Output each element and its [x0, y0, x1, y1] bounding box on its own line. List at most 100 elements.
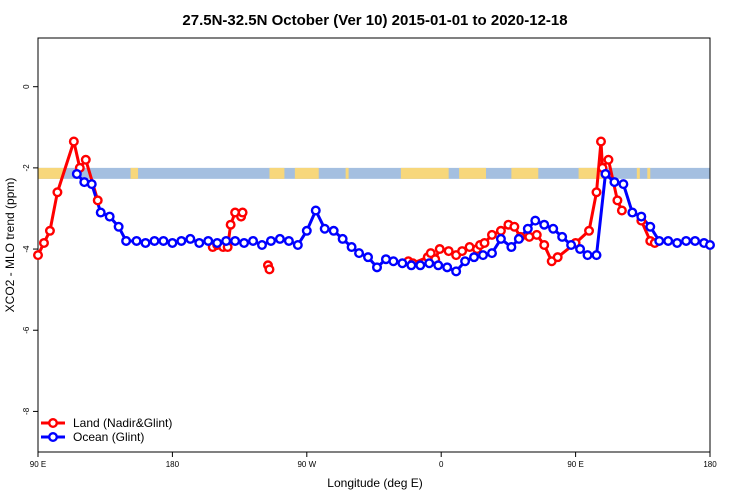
band-land-segment	[400, 167, 449, 179]
y-tick-label: -4	[22, 245, 31, 253]
ocean-point	[548, 223, 559, 234]
chart-title: 27.5N-32.5N October (Ver 10) 2015-01-01 …	[182, 12, 567, 29]
ocean-point	[354, 248, 365, 259]
land-point	[539, 239, 550, 250]
ocean-point	[506, 242, 517, 253]
ocean-point	[212, 237, 223, 248]
land-point	[531, 229, 542, 240]
ocean-point	[513, 233, 524, 244]
ocean-point	[415, 260, 426, 271]
land-point	[92, 195, 103, 206]
land-point	[616, 205, 627, 216]
ocean-point	[121, 235, 132, 246]
x-tick-label: 90 E	[567, 460, 583, 469]
ocean-point	[397, 258, 408, 269]
band-land-segment	[578, 167, 604, 179]
y-tick-label: -6	[22, 326, 31, 334]
land-point	[80, 154, 91, 165]
ocean-point	[86, 179, 97, 190]
ocean-point	[176, 235, 187, 246]
ocean-point	[95, 207, 106, 218]
legend-swatch-land-marker	[48, 418, 59, 429]
ocean-point	[681, 235, 692, 246]
land-point	[584, 225, 595, 236]
ocean-point	[406, 260, 417, 271]
series-line-segment	[587, 190, 599, 233]
land-point	[68, 136, 79, 147]
band-land-segment	[38, 167, 64, 179]
band-ocean	[38, 167, 710, 179]
ocean-point	[140, 237, 151, 248]
ocean-point	[363, 252, 374, 263]
ocean-point	[274, 233, 285, 244]
band-land-segment	[511, 167, 539, 179]
ocean-point	[645, 221, 656, 232]
ocean-point	[591, 250, 602, 261]
ocean-point	[575, 244, 586, 255]
band-land-segment	[459, 167, 486, 179]
band-land-segment	[647, 167, 651, 179]
land-point	[264, 264, 275, 275]
y-tick-label: -2	[22, 164, 31, 172]
x-tick-label: 0	[439, 460, 444, 469]
ocean-point	[221, 235, 232, 246]
y-tick-label: 0	[22, 84, 31, 89]
ocean-point	[478, 250, 489, 261]
ocean-point	[265, 235, 276, 246]
landmask-band	[38, 167, 710, 179]
x-tick-label: 180	[703, 460, 717, 469]
land-point	[237, 207, 248, 218]
ocean-point	[460, 256, 471, 267]
land-point	[552, 252, 563, 263]
x-tick-label: 180	[166, 460, 180, 469]
legend-label-ocean: Ocean (Glint)	[73, 430, 144, 444]
ocean-point	[248, 235, 259, 246]
series-markers	[33, 136, 716, 277]
series-line-segment	[48, 190, 59, 233]
ocean-point	[705, 239, 716, 250]
ocean-point	[337, 233, 348, 244]
ocean-point	[292, 239, 303, 250]
ocean-point	[690, 235, 701, 246]
land-point	[44, 225, 55, 236]
ocean-point	[257, 239, 268, 250]
band-land-segment	[130, 167, 139, 179]
legend: Land (Nadir&Glint) Ocean (Glint)	[41, 416, 172, 444]
x-tick-label: 90 W	[297, 460, 316, 469]
ocean-point	[424, 258, 435, 269]
land-point	[457, 246, 468, 257]
legend-label-land: Land (Nadir&Glint)	[73, 416, 172, 430]
land-point	[225, 219, 236, 230]
ocean-point	[582, 250, 593, 261]
ocean-point	[469, 252, 480, 263]
ocean-point	[663, 235, 674, 246]
band-land-segment	[636, 167, 640, 179]
ocean-point	[239, 237, 250, 248]
ocean-point	[283, 235, 294, 246]
ocean-point	[230, 235, 241, 246]
ocean-point	[442, 262, 453, 273]
series-line-segment	[595, 172, 607, 257]
ocean-point	[319, 223, 330, 234]
ocean-point	[566, 239, 577, 250]
ocean-point	[185, 233, 196, 244]
ocean-point	[158, 235, 169, 246]
ocean-point	[451, 266, 462, 277]
ocean-point	[203, 235, 214, 246]
land-point	[52, 187, 63, 198]
ocean-point	[71, 168, 82, 179]
ocean-point	[194, 237, 205, 248]
band-land-segment	[345, 167, 349, 179]
ocean-point	[636, 211, 647, 222]
ocean-point	[346, 242, 357, 253]
ocean-point	[113, 221, 124, 232]
ocean-point	[627, 207, 638, 218]
series-layer	[33, 136, 716, 277]
band-land-segment	[294, 167, 319, 179]
land-point	[612, 195, 623, 206]
ocean-point	[104, 211, 115, 222]
land-point	[595, 136, 606, 147]
land-point	[479, 237, 490, 248]
ocean-point	[310, 205, 321, 216]
